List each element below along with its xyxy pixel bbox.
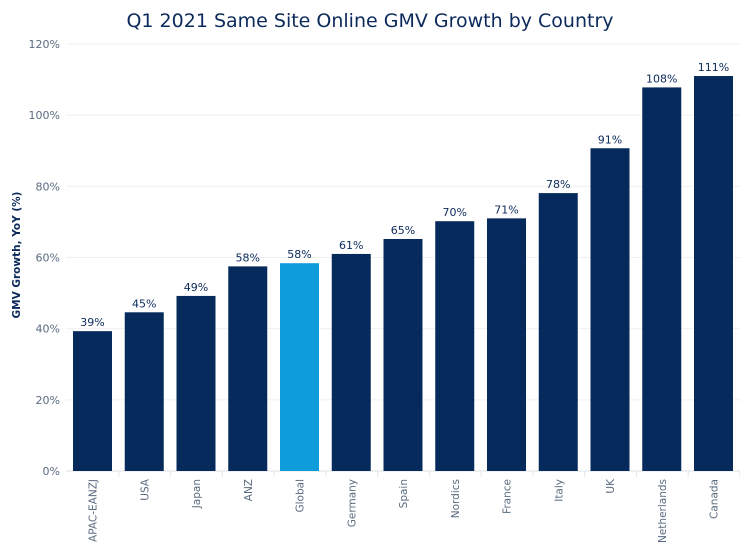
chart-title: Q1 2021 Same Site Online GMV Growth by C…: [126, 10, 613, 32]
bar-apac-eanzj: [73, 331, 112, 471]
x-tick-label: USA: [139, 478, 151, 501]
bar-japan: [176, 295, 216, 471]
x-tick-label: Germany: [346, 479, 358, 527]
x-tick-label: Japan: [191, 479, 203, 509]
x-tick-label: Netherlands: [657, 479, 669, 543]
bar-anz: [228, 266, 268, 471]
bar-usa: [124, 312, 164, 471]
bar-nordics: [435, 221, 475, 471]
data-label: 71%: [494, 203, 518, 216]
x-tick-label: Nordics: [450, 479, 462, 518]
data-label: 58%: [287, 248, 311, 261]
x-tick-label: Spain: [398, 479, 410, 508]
y-tick-label: 80%: [36, 180, 60, 193]
bar-italy: [538, 193, 578, 471]
y-tick-label: 120%: [29, 38, 60, 51]
data-label: 45%: [132, 297, 156, 310]
data-label: 91%: [598, 133, 622, 146]
y-tick-label: 40%: [36, 323, 60, 336]
data-label: 108%: [646, 72, 677, 85]
y-tick-label: 100%: [29, 109, 60, 122]
data-label: 111%: [698, 61, 729, 74]
data-label: 39%: [80, 316, 104, 329]
x-tick-label: Italy: [553, 479, 565, 502]
bar-canada: [694, 76, 733, 472]
y-tick-label: 60%: [36, 252, 60, 265]
bar-germany: [331, 253, 371, 471]
bar-spain: [383, 238, 423, 471]
bar-france: [487, 218, 526, 471]
y-axis-label: GMV Growth, YoY (%): [11, 192, 23, 319]
data-label: 61%: [339, 239, 363, 252]
y-tick-label: 20%: [36, 394, 60, 407]
data-label: 49%: [184, 281, 208, 294]
bar-netherlands: [642, 87, 682, 471]
x-tick-label: Canada: [709, 479, 721, 519]
data-label: 78%: [546, 178, 570, 191]
x-tick-label: ANZ: [243, 479, 255, 501]
x-tick-label: UK: [605, 478, 617, 494]
data-label: 65%: [391, 224, 415, 237]
y-tick-label: 0%: [43, 465, 60, 478]
x-tick-label: France: [502, 479, 514, 514]
data-label: 58%: [236, 251, 260, 264]
x-tick-label: Global: [295, 479, 307, 513]
x-tick-label: APAC-EANZJ: [88, 479, 100, 542]
data-label: 70%: [443, 206, 467, 219]
bar-global: [280, 263, 319, 471]
bar-uk: [590, 148, 630, 472]
